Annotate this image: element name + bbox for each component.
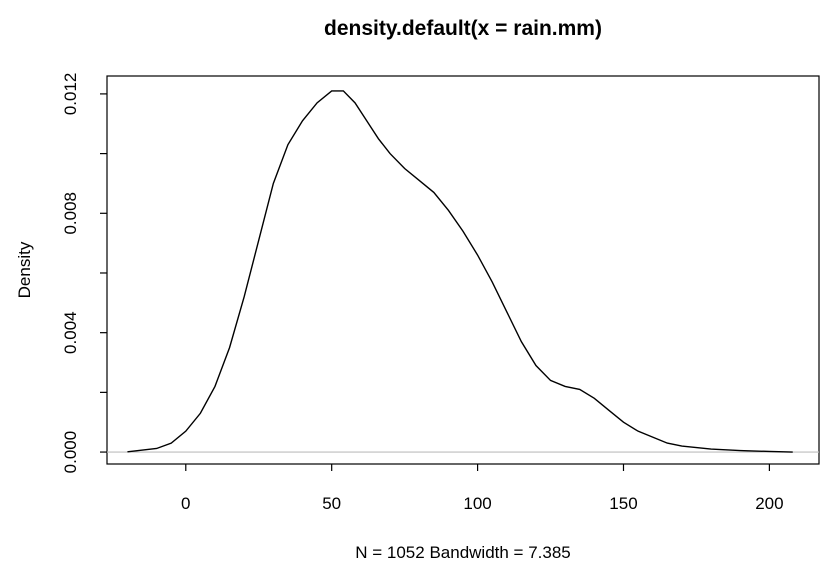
x-tick-label: 0 [181, 494, 190, 513]
x-tick-label: 50 [322, 494, 341, 513]
y-axis: 0.000 0.004 0.008 0.012 [61, 73, 107, 474]
x-axis-label: N = 1052 Bandwidth = 7.385 [355, 543, 571, 562]
x-tick-label: 150 [609, 494, 637, 513]
y-tick-label: 0.012 [61, 73, 80, 116]
density-curve [127, 90, 793, 453]
y-tick-label: 0.008 [61, 192, 80, 235]
y-tick-label: 0.004 [61, 311, 80, 354]
y-axis-label: Density [15, 241, 34, 298]
x-tick-label: 100 [463, 494, 491, 513]
x-axis: 0 50 100 150 200 [181, 464, 784, 513]
y-tick-label: 0.000 [61, 431, 80, 474]
x-tick-label: 200 [755, 494, 783, 513]
plot-frame [106, 75, 820, 465]
chart-title: density.default(x = rain.mm) [324, 17, 602, 40]
